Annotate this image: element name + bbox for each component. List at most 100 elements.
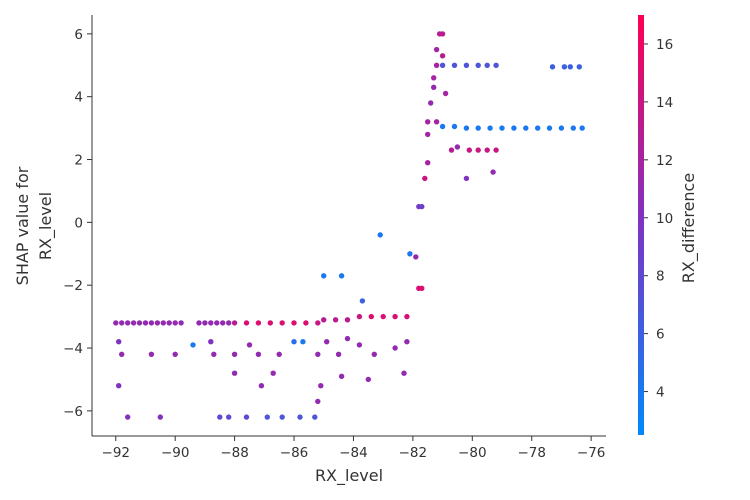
- data-point-16: [220, 320, 226, 326]
- data-point-17: [226, 320, 232, 326]
- data-point-52: [371, 351, 377, 357]
- data-point-112: [463, 125, 470, 131]
- data-point-35: [119, 351, 125, 357]
- data-point-68: [318, 383, 324, 389]
- data-point-2: [125, 320, 131, 326]
- data-point-5: [142, 320, 149, 326]
- data-point-62: [279, 414, 285, 420]
- x-tick-label: −86: [280, 445, 309, 461]
- y-tick-label: 6: [74, 27, 83, 43]
- data-point-89: [431, 84, 437, 91]
- colorbar-label: RX_difference: [679, 173, 699, 283]
- data-point-43: [255, 351, 262, 357]
- data-point-109: [576, 64, 582, 70]
- data-point-107: [561, 64, 568, 70]
- data-point-115: [499, 125, 505, 131]
- data-point-69: [315, 398, 321, 405]
- data-point-65: [231, 370, 238, 376]
- data-point-18: [231, 320, 238, 326]
- data-point-95: [439, 53, 446, 59]
- data-point-26: [321, 317, 327, 323]
- data-point-55: [116, 383, 122, 389]
- data-point-88: [428, 100, 434, 106]
- data-point-73: [321, 273, 327, 279]
- data-point-84: [425, 160, 431, 166]
- data-point-111: [451, 123, 458, 130]
- x-tick-label: −78: [517, 445, 546, 461]
- data-point-33: [404, 313, 410, 320]
- data-point-48: [324, 339, 330, 345]
- scatter-points: [113, 31, 585, 420]
- data-point-118: [535, 125, 541, 131]
- data-point-99: [463, 175, 470, 182]
- data-point-39: [208, 339, 214, 345]
- x-tick-label: −82: [399, 445, 428, 461]
- data-point-86: [425, 119, 431, 125]
- data-point-3: [130, 320, 137, 326]
- data-point-87: [433, 119, 440, 125]
- data-point-56: [125, 414, 131, 420]
- data-point-123: [466, 147, 472, 153]
- data-point-108: [567, 64, 573, 70]
- data-point-13: [202, 320, 208, 326]
- colorbar-tick-label: 6: [656, 327, 665, 343]
- y-tick-label: 0: [74, 215, 83, 231]
- data-point-78: [413, 254, 419, 260]
- data-point-50: [344, 335, 351, 342]
- data-point-106: [549, 64, 556, 70]
- data-point-4: [136, 320, 143, 326]
- data-point-97: [448, 147, 455, 153]
- data-point-0: [113, 320, 119, 326]
- data-point-66: [258, 383, 265, 389]
- data-point-32: [392, 313, 398, 320]
- data-point-1: [119, 320, 125, 326]
- data-point-51: [356, 342, 363, 348]
- data-point-21: [267, 320, 273, 326]
- data-point-47: [315, 351, 321, 357]
- data-point-57: [157, 414, 163, 420]
- data-point-37: [172, 351, 178, 357]
- data-point-103: [475, 62, 481, 68]
- data-point-117: [523, 125, 529, 131]
- data-point-75: [359, 298, 366, 304]
- data-point-58: [217, 414, 223, 420]
- data-point-29: [356, 313, 363, 320]
- x-tick-label: −88: [220, 445, 249, 461]
- data-point-30: [368, 313, 374, 320]
- x-tick-label: −92: [102, 445, 131, 461]
- data-point-45: [291, 339, 297, 345]
- data-point-83: [422, 175, 428, 182]
- data-point-28: [344, 317, 351, 323]
- colorbar-tick-label: 16: [656, 37, 673, 53]
- data-point-23: [291, 320, 297, 326]
- y-tick-label: −4: [63, 341, 83, 357]
- data-point-90: [431, 75, 437, 81]
- data-point-77: [407, 251, 413, 257]
- data-point-15: [214, 320, 220, 326]
- data-point-114: [487, 125, 493, 131]
- colorbar-tick-label: 10: [656, 211, 673, 227]
- data-point-40: [211, 351, 217, 357]
- data-point-10: [172, 320, 178, 326]
- data-point-36: [148, 351, 155, 357]
- data-point-11: [178, 320, 184, 326]
- data-point-54: [404, 339, 410, 345]
- data-point-119: [546, 125, 553, 131]
- colorbar-tick-label: 8: [656, 269, 665, 285]
- colorbar-tick-label: 14: [656, 95, 673, 111]
- data-point-80: [419, 285, 425, 291]
- x-tick-label: −76: [577, 445, 606, 461]
- data-point-70: [338, 373, 345, 379]
- data-point-122: [579, 125, 585, 131]
- data-point-82: [419, 203, 425, 210]
- data-point-7: [154, 320, 161, 326]
- x-tick-label: −90: [161, 445, 190, 461]
- data-point-101: [451, 62, 458, 68]
- data-point-19: [243, 320, 250, 326]
- data-point-113: [475, 125, 481, 131]
- data-point-120: [558, 125, 565, 131]
- data-point-53: [392, 345, 398, 351]
- y-tick-label: 4: [74, 90, 83, 106]
